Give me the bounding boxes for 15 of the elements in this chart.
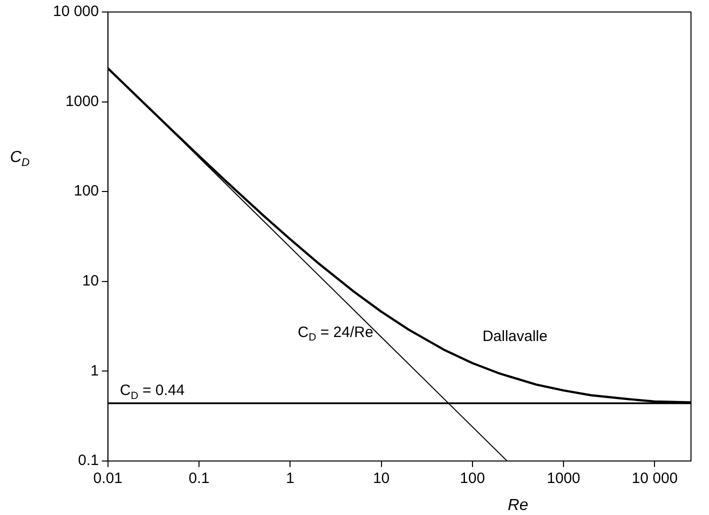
x-tick-label: 0.01 <box>93 470 122 488</box>
x-axis-title: Re <box>508 497 528 514</box>
y-tick-label: 100 <box>74 182 99 200</box>
x-tick-label: 10 000 <box>632 470 678 488</box>
y-tick-label: 0.1 <box>78 452 99 470</box>
y-tick-label: 10 000 <box>52 3 99 20</box>
x-tick-label: 0.1 <box>188 470 210 488</box>
x-tick-label: 10 <box>372 470 390 488</box>
x-tick-label: 100 <box>460 470 485 488</box>
x-tick-label: 1 <box>286 470 294 488</box>
y-tick-label: 10 <box>82 272 99 290</box>
y-tick-label: 1 <box>90 362 99 380</box>
x-tick-label: 1000 <box>546 470 580 488</box>
y-tick-label: 1000 <box>66 92 99 110</box>
series-label: Dallavalle <box>482 328 548 346</box>
